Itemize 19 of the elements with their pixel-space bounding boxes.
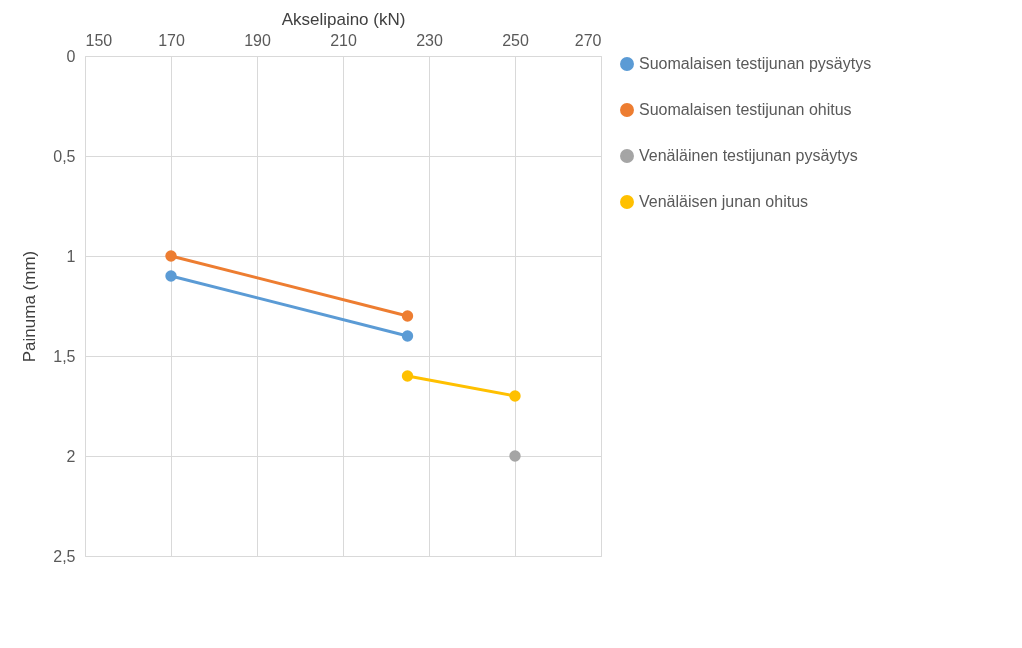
x-axis-title: Akselipaino (kN) (281, 9, 406, 29)
y-tick-label: 2,5 (53, 547, 76, 565)
x-tick-label: 190 (244, 31, 271, 49)
x-tick-label: 170 (158, 31, 185, 49)
y-axis-title: Painuma (mm) (20, 250, 40, 363)
x-tick-label: 230 (416, 31, 443, 49)
x-tick-label: 250 (502, 31, 529, 49)
y-tick-label: 0,5 (53, 147, 76, 165)
y-tick-label: 0 (66, 47, 76, 65)
y-tick-label: 1,5 (53, 347, 76, 365)
x-tick-label: 150 (85, 31, 113, 49)
x-tick-label: 270 (574, 31, 602, 49)
legend-label: Suomalaisen testijunan ohitus (639, 101, 852, 118)
x-tick-label: 210 (330, 31, 357, 49)
legend-label: Venäläisen junan ohitus (639, 193, 809, 210)
y-tick-label: 2 (66, 447, 76, 465)
legend-label: Suomalaisen testijunan pysäytys (639, 55, 872, 72)
y-tick-label: 1 (66, 247, 76, 265)
legend-label: Venäläinen testijunan pysäytys (639, 147, 858, 164)
